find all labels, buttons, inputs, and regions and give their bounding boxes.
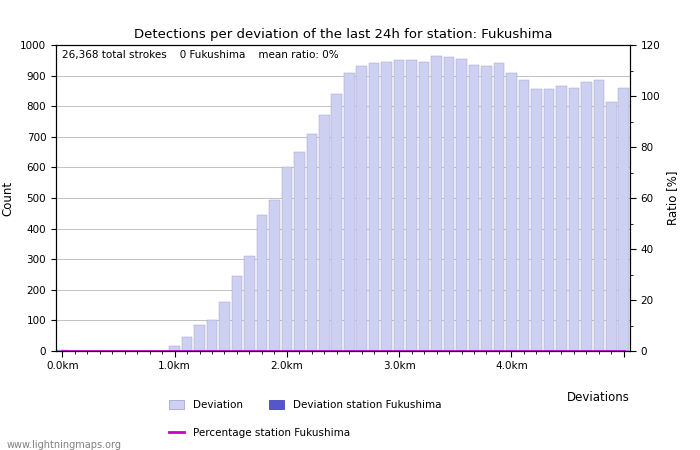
Bar (431, 56, 442, 351)
Bar (319, 115, 330, 351)
Bar (594, 80, 604, 351)
Text: www.lightningmaps.org: www.lightningmaps.org (7, 440, 122, 450)
Bar (219, 302, 230, 351)
Text: Deviations: Deviations (567, 391, 630, 404)
Bar (506, 72, 517, 351)
Bar (281, 167, 292, 351)
Y-axis label: Ratio [%]: Ratio [%] (666, 171, 679, 225)
Y-axis label: Count: Count (1, 180, 15, 216)
Bar (568, 88, 579, 351)
Bar (369, 63, 379, 351)
Bar (332, 94, 342, 351)
Bar (481, 67, 492, 351)
Bar (169, 346, 180, 351)
Bar (269, 199, 280, 351)
Bar (406, 60, 417, 351)
Bar (556, 86, 567, 351)
Bar (531, 90, 542, 351)
Bar (444, 57, 454, 351)
Bar (606, 102, 617, 351)
Bar (419, 62, 429, 351)
Title: Detections per deviation of the last 24h for station: Fukushima: Detections per deviation of the last 24h… (134, 28, 552, 41)
Legend: Percentage station Fukushima: Percentage station Fukushima (164, 423, 354, 442)
Bar (307, 134, 317, 351)
Bar (244, 256, 255, 351)
Bar (344, 72, 354, 351)
Text: 26,368 total strokes    0 Fukushima    mean ratio: 0%: 26,368 total strokes 0 Fukushima mean ra… (62, 50, 338, 59)
Bar (294, 152, 304, 351)
Bar (394, 60, 405, 351)
Bar (494, 63, 504, 351)
Bar (519, 80, 529, 351)
Bar (194, 325, 205, 351)
Bar (544, 90, 554, 351)
Bar (469, 65, 480, 351)
Bar (182, 337, 192, 351)
Bar (206, 320, 217, 351)
Bar (382, 62, 392, 351)
Bar (456, 59, 467, 351)
Bar (619, 88, 629, 351)
Bar (232, 276, 242, 351)
Bar (257, 215, 267, 351)
Bar (356, 67, 367, 351)
Bar (581, 82, 592, 351)
